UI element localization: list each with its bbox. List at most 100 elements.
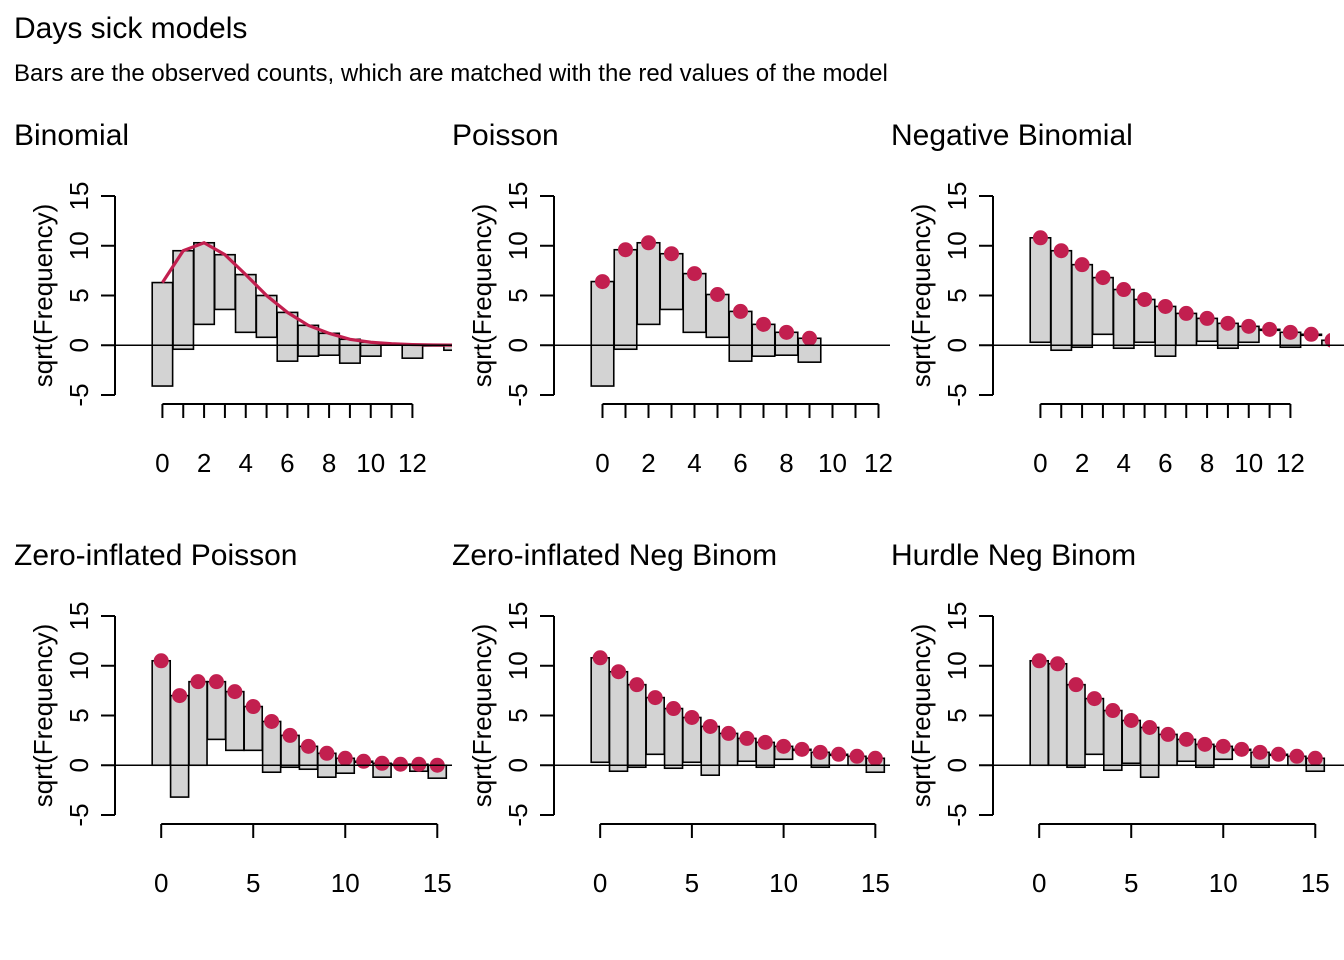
y-tick-label: -5 (942, 803, 972, 826)
y-tick-label: 10 (64, 231, 94, 260)
bar (608, 670, 629, 773)
x-tick-label: 0 (154, 868, 168, 898)
y-tick-label: 10 (503, 651, 533, 680)
y-tick-label: 0 (942, 758, 972, 772)
x-tick-label: 4 (239, 448, 253, 478)
model-point (1123, 712, 1139, 728)
plot-area (151, 240, 452, 387)
y-axis-label: sqrt(Frequency) (467, 624, 497, 808)
model-point (756, 316, 771, 332)
panel-title: Hurdle Neg Binom (891, 539, 1136, 572)
y-axis-label: sqrt(Frequency) (467, 204, 497, 388)
x-tick-label: 4 (687, 448, 701, 478)
bar (590, 656, 610, 764)
model-point (1142, 719, 1158, 735)
model-point (374, 755, 390, 771)
y-tick-label: 5 (503, 288, 533, 302)
model-point (618, 242, 633, 258)
y-tick-label: 5 (64, 708, 94, 722)
x-tick-label: 10 (769, 868, 798, 898)
model-point (1086, 691, 1102, 707)
x-tick-label: 2 (641, 448, 655, 478)
y-tick-label: 15 (64, 602, 94, 631)
bar (401, 343, 424, 359)
x-tick-label: 8 (1200, 448, 1214, 478)
model-point (337, 750, 353, 766)
bar (151, 281, 174, 387)
model-point (802, 330, 817, 346)
model-point (702, 718, 718, 734)
bar (636, 241, 661, 326)
model-point (411, 756, 427, 772)
y-axis-label: sqrt(Frequency) (906, 624, 936, 808)
x-tick-label: 2 (197, 448, 211, 478)
bar (1084, 697, 1105, 756)
bar (645, 696, 665, 756)
y-tick-label: 15 (942, 182, 972, 211)
model-point (1137, 291, 1153, 307)
x-tick-label: 10 (331, 868, 360, 898)
bar (590, 280, 615, 387)
y-tick-label: 0 (64, 758, 94, 772)
model-point (1215, 738, 1231, 754)
model-point (1178, 731, 1194, 747)
model-point (664, 246, 679, 262)
model-point (319, 745, 335, 761)
model-point (710, 287, 725, 303)
y-tick-label: -5 (64, 803, 94, 826)
model-point (1053, 243, 1069, 259)
x-tick-label: 10 (356, 448, 385, 478)
x-tick-label: 10 (1234, 448, 1263, 478)
x-tick-label: 5 (1124, 868, 1138, 898)
model-point (1307, 750, 1323, 766)
model-point (1324, 333, 1330, 348)
bar (225, 690, 245, 752)
bar (1112, 288, 1135, 350)
bar (443, 344, 452, 352)
bar (682, 272, 707, 334)
x-tick-label: 10 (818, 448, 847, 478)
bar (193, 241, 216, 326)
model-point (1262, 321, 1278, 337)
x-tick-label: 6 (280, 448, 294, 478)
model-point (264, 713, 280, 729)
model-point (739, 730, 755, 746)
model-point (867, 750, 883, 766)
y-tick-label: -5 (503, 383, 533, 406)
x-tick-label: 4 (1117, 448, 1131, 478)
bar (627, 683, 647, 769)
model-point (1032, 230, 1048, 246)
model-point (1178, 305, 1194, 321)
panel-2: Negative Binomial -5 0 5 10 15sqrt(Frequency)… (891, 119, 1344, 478)
plot-area (1029, 230, 1330, 357)
model-point (1234, 741, 1250, 757)
model-point (684, 709, 700, 725)
model-point (1050, 656, 1066, 672)
model-point (1199, 310, 1215, 326)
bar (1066, 683, 1086, 769)
x-tick-label: 15 (861, 868, 890, 898)
model-point (641, 235, 656, 251)
panel-title: Zero-inflated Neg Binom (452, 539, 777, 572)
y-tick-label: 5 (64, 288, 94, 302)
panel-title: Negative Binomial (891, 119, 1133, 152)
panel-3: Zero-inflated Poisson-5051015sqrt(Freque… (14, 539, 452, 898)
bar (172, 249, 195, 351)
figure-subtitle: Bars are the observed counts, which are … (14, 60, 888, 87)
y-tick-label: -5 (503, 803, 533, 826)
model-point (1289, 748, 1305, 764)
model-point (629, 677, 645, 693)
model-point (812, 744, 828, 760)
model-point (595, 274, 610, 290)
model-point (282, 727, 298, 743)
y-tick-label: 5 (942, 708, 972, 722)
bar (151, 659, 172, 767)
y-axis-label: sqrt(Frequency) (28, 204, 58, 388)
x-tick-label: 0 (1033, 448, 1047, 478)
y-tick-label: 0 (64, 338, 94, 352)
model-point (208, 674, 224, 690)
y-tick-label: 0 (942, 338, 972, 352)
model-point (666, 701, 682, 717)
